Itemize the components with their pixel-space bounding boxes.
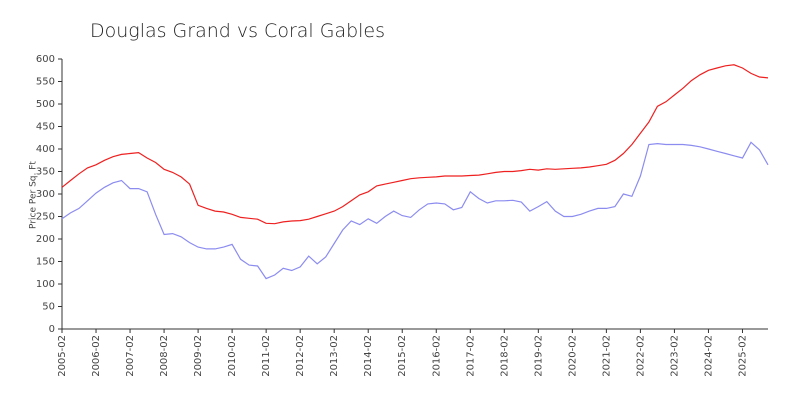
x-tick-label: 2005-02 [57, 335, 68, 377]
x-tick-label: 2006-02 [91, 335, 102, 377]
x-tick-label: 2015-02 [397, 335, 408, 377]
y-tick-label: 250 [36, 212, 55, 223]
y-tick-label: 400 [36, 144, 55, 155]
x-tick-label: 2025-02 [737, 335, 748, 377]
x-tick-label: 2007-02 [125, 335, 136, 377]
y-tick-label: 450 [36, 122, 55, 133]
x-tick-label: 2019-02 [533, 335, 544, 377]
x-tick-label: 2011-02 [261, 335, 272, 377]
x-tick-label: 2016-02 [431, 335, 442, 377]
x-tick-label: 2013-02 [329, 335, 340, 377]
y-tick-label: 200 [36, 234, 55, 245]
x-tick-label: 2014-02 [363, 335, 374, 377]
x-tick-label: 2017-02 [465, 335, 476, 377]
y-tick-label: 300 [36, 189, 55, 200]
x-tick-label: 2023-02 [669, 335, 680, 377]
x-tick-label: 2018-02 [499, 335, 510, 377]
y-tick-label: 600 [36, 54, 55, 65]
x-tick-label: 2012-02 [295, 335, 306, 377]
y-axis-label: Price Per Sq. Ft [29, 161, 39, 229]
x-tick-label: 2008-02 [159, 335, 170, 377]
x-tick-label: 2010-02 [227, 335, 238, 377]
y-tick-label: 500 [36, 99, 55, 110]
y-tick-label: 550 [36, 77, 55, 88]
x-tick-label: 2024-02 [703, 335, 714, 377]
y-tick-label: 50 [42, 302, 55, 313]
y-tick-label: 0 [49, 324, 55, 335]
y-tick-label: 100 [36, 279, 55, 290]
series-line [61, 141, 769, 280]
x-tick-label: 2022-02 [635, 335, 646, 377]
series-line [61, 64, 769, 225]
y-tick-label: 150 [36, 257, 55, 268]
x-tick-label: 2021-02 [601, 335, 612, 377]
y-tick-label: 350 [36, 167, 55, 178]
x-tick-label: 2020-02 [567, 335, 578, 377]
chart-title: Douglas Grand vs Coral Gables [90, 20, 385, 42]
x-tick-label: 2009-02 [193, 335, 204, 377]
